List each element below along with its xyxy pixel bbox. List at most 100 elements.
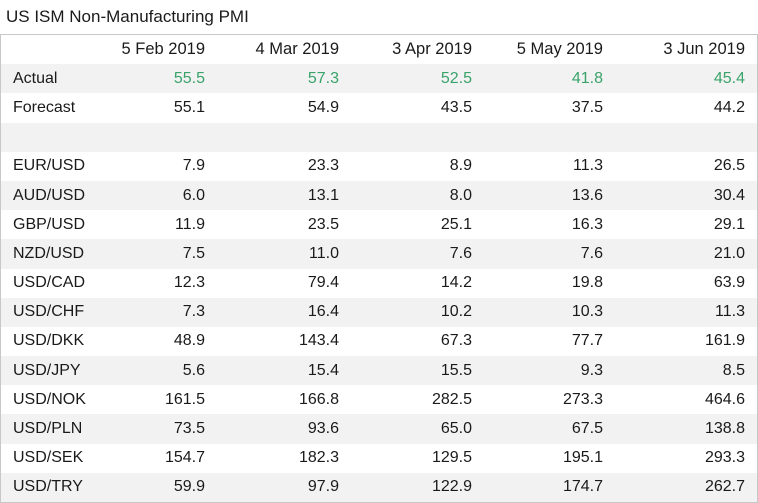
table-row: USD/CAD 12.3 79.4 14.2 19.8 63.9 bbox=[1, 269, 757, 298]
table-cell: 37.5 bbox=[571, 98, 603, 116]
table-cell: 67.5 bbox=[484, 414, 615, 444]
table-cell bbox=[217, 122, 351, 152]
table-cell: 10.2 bbox=[351, 297, 484, 327]
row-label: EUR/USD bbox=[13, 157, 86, 175]
table-cell: 154.7 bbox=[164, 449, 205, 467]
table-cell bbox=[484, 122, 615, 152]
table-row: USD/PLN 73.5 93.6 65.0 67.5 138.8 bbox=[1, 414, 757, 444]
table-cell: 10.3 bbox=[484, 297, 615, 327]
table-row: NZD/USD 7.5 11.0 7.6 7.6 21.0 bbox=[1, 239, 757, 269]
table-cell: 52.5 bbox=[351, 64, 484, 94]
table-cell: 122.9 bbox=[351, 472, 484, 502]
table-row: AUD/USD 6.0 13.1 8.0 13.6 30.4 bbox=[1, 180, 757, 211]
table-cell bbox=[615, 122, 757, 152]
table-cell: 262.7 bbox=[615, 472, 757, 502]
row-label: Forecast bbox=[13, 98, 76, 116]
table-row bbox=[1, 122, 757, 152]
table-cell: 5.6 bbox=[105, 356, 217, 386]
table-row: USD/NOK 161.5 166.8 282.5 273.3 464.6 bbox=[1, 385, 757, 414]
pmi-table: 5 Feb 2019 4 Mar 2019 3 Apr 2019 5 May 2… bbox=[1, 35, 757, 502]
table-cell: 48.9 bbox=[173, 332, 205, 350]
table-cell: 29.1 bbox=[713, 215, 745, 233]
table-cell: 43.5 bbox=[440, 98, 472, 116]
table-cell: 97.9 bbox=[217, 472, 351, 502]
row-label: USD/PLN bbox=[1, 414, 105, 444]
table-cell: 195.1 bbox=[562, 449, 603, 467]
table-cell: 67.3 bbox=[440, 332, 472, 350]
table-cell: 7.6 bbox=[484, 239, 615, 269]
table-cell: 129.5 bbox=[431, 449, 472, 467]
row-label: USD/CAD bbox=[13, 274, 86, 292]
table-row: USD/CHF 7.3 16.4 10.2 10.3 11.3 bbox=[1, 297, 757, 327]
column-header: 3 Jun 2019 bbox=[663, 40, 745, 59]
table-row: USD/TRY 59.9 97.9 122.9 174.7 262.7 bbox=[1, 472, 757, 502]
table-cell: 16.4 bbox=[217, 297, 351, 327]
table-cell: 161.5 bbox=[164, 390, 205, 408]
table-cell: 25.1 bbox=[440, 215, 472, 233]
table-cell: 26.5 bbox=[713, 157, 745, 175]
table-cell: 11.9 bbox=[175, 215, 205, 233]
row-label: NZD/USD bbox=[1, 239, 105, 269]
table-cell: 44.2 bbox=[713, 98, 745, 116]
table-cell: 54.9 bbox=[307, 98, 339, 116]
table-cell: 30.4 bbox=[615, 180, 757, 211]
table-cell: 273.3 bbox=[562, 390, 603, 408]
column-header: 3 Apr 2019 bbox=[392, 40, 472, 59]
table-cell: 166.8 bbox=[298, 390, 339, 408]
row-label: GBP/USD bbox=[13, 215, 86, 233]
table-cell: 9.3 bbox=[484, 356, 615, 386]
table-cell bbox=[105, 122, 217, 152]
table-cell: 282.5 bbox=[431, 390, 472, 408]
table-cell: 7.5 bbox=[105, 239, 217, 269]
table-row: Forecast 55.1 54.9 43.5 37.5 44.2 bbox=[1, 93, 757, 122]
header-row: 5 Feb 2019 4 Mar 2019 3 Apr 2019 5 May 2… bbox=[1, 35, 757, 64]
table-cell: 59.9 bbox=[105, 472, 217, 502]
table-cell: 55.5 bbox=[105, 64, 217, 94]
header-label-cell bbox=[1, 35, 105, 64]
table-cell: 15.4 bbox=[217, 356, 351, 386]
row-label: AUD/USD bbox=[1, 180, 105, 211]
table-cell: 77.7 bbox=[571, 332, 603, 350]
table-cell: 8.9 bbox=[449, 157, 472, 175]
table-cell: 15.5 bbox=[351, 356, 484, 386]
column-header: 5 Feb 2019 bbox=[121, 40, 205, 59]
table-cell: 11.0 bbox=[217, 239, 351, 269]
table-row: EUR/USD 7.9 23.3 8.9 11.3 26.5 bbox=[1, 152, 757, 181]
row-label bbox=[1, 122, 105, 152]
table-cell: 14.2 bbox=[440, 274, 472, 292]
table-cell: 93.6 bbox=[217, 414, 351, 444]
row-label: USD/JPY bbox=[1, 356, 105, 386]
table-cell: 57.3 bbox=[217, 64, 351, 94]
row-label: USD/TRY bbox=[1, 472, 105, 502]
table-cell: 8.5 bbox=[615, 356, 757, 386]
table-cell: 65.0 bbox=[351, 414, 484, 444]
table-cell: 41.8 bbox=[484, 64, 615, 94]
table-row: Actual 55.5 57.3 52.5 41.8 45.4 bbox=[1, 64, 757, 94]
table-cell: 55.1 bbox=[173, 98, 205, 116]
table-cell: 23.3 bbox=[307, 157, 339, 175]
table-cell: 143.4 bbox=[298, 332, 339, 350]
table-cell: 161.9 bbox=[704, 332, 745, 350]
table-title: US ISM Non-Manufacturing PMI bbox=[6, 7, 249, 26]
table-cell: 73.5 bbox=[105, 414, 217, 444]
table-cell: 45.4 bbox=[615, 64, 757, 94]
table-cell: 6.0 bbox=[105, 180, 217, 211]
table-cell: 8.0 bbox=[351, 180, 484, 211]
table-cell: 13.6 bbox=[484, 180, 615, 211]
table-cell: 79.4 bbox=[307, 274, 339, 292]
table-cell: 63.9 bbox=[713, 274, 745, 292]
pmi-table-frame: 5 Feb 2019 4 Mar 2019 3 Apr 2019 5 May 2… bbox=[0, 34, 758, 503]
table-cell: 7.3 bbox=[105, 297, 217, 327]
table-cell: 138.8 bbox=[615, 414, 757, 444]
table-row: GBP/USD 11.9 23.5 25.1 16.3 29.1 bbox=[1, 210, 757, 239]
column-header: 5 May 2019 bbox=[516, 40, 603, 59]
row-label: USD/CHF bbox=[1, 297, 105, 327]
row-label: USD/NOK bbox=[13, 390, 86, 408]
row-label: USD/DKK bbox=[13, 332, 85, 350]
table-cell: 12.3 bbox=[173, 274, 205, 292]
table-cell: 23.5 bbox=[307, 215, 339, 233]
table-cell: 182.3 bbox=[298, 449, 339, 467]
row-label: USD/SEK bbox=[13, 449, 84, 467]
table-body: Actual 55.5 57.3 52.5 41.8 45.4 Forecast 55.1 54… bbox=[1, 64, 757, 502]
table-cell: 7.9 bbox=[182, 157, 205, 175]
